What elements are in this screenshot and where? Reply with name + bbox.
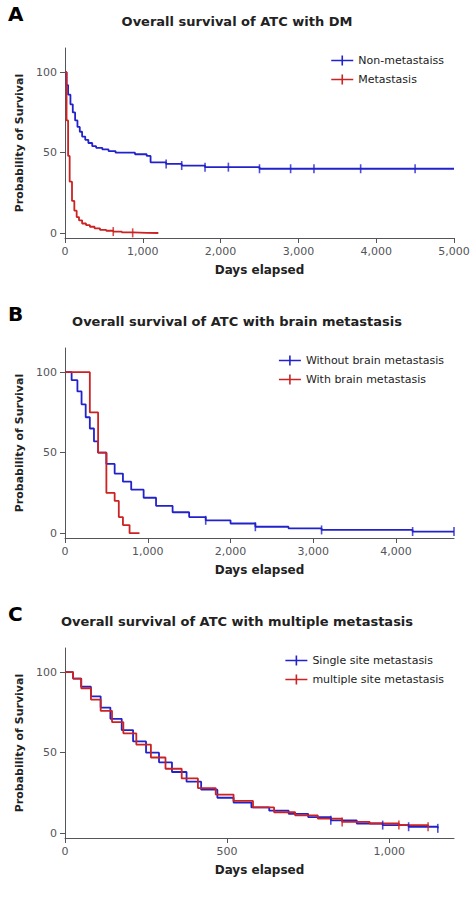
svg-text:1,000: 1,000 (373, 845, 405, 858)
svg-text:Metastasis: Metastasis (358, 73, 417, 86)
svg-text:Probability of Survival: Probability of Survival (13, 74, 26, 212)
svg-text:Non-metastaiss: Non-metastaiss (358, 54, 444, 67)
svg-text:500: 500 (217, 845, 238, 858)
svg-text:50: 50 (43, 746, 57, 759)
svg-text:1,000: 1,000 (132, 545, 164, 558)
svg-text:Overall survival of ATC with b: Overall survival of ATC with brain metas… (72, 314, 402, 329)
svg-text:1,000: 1,000 (127, 245, 159, 258)
svg-text:Probability of Survival: Probability of Survival (13, 374, 26, 512)
svg-text:100: 100 (36, 666, 57, 679)
svg-text:Days elapsed: Days elapsed (215, 263, 305, 277)
svg-text:4,000: 4,000 (380, 545, 412, 558)
svg-text:50: 50 (43, 146, 57, 159)
svg-text:0: 0 (50, 527, 57, 540)
svg-text:2,000: 2,000 (205, 245, 237, 258)
svg-text:Overall survival of ATC with m: Overall survival of ATC with multiple me… (61, 614, 413, 629)
svg-text:50: 50 (43, 446, 57, 459)
svg-text:Without brain metastasis: Without brain metastasis (306, 354, 444, 367)
svg-text:Days elapsed: Days elapsed (215, 863, 305, 877)
svg-text:Overall survival of ATC with D: Overall survival of ATC with DM (122, 14, 353, 29)
svg-text:0: 0 (62, 545, 69, 558)
svg-text:0: 0 (50, 827, 57, 840)
svg-text:Days elapsed: Days elapsed (215, 563, 305, 577)
svg-text:2,000: 2,000 (215, 545, 247, 558)
svg-text:0: 0 (62, 245, 69, 258)
svg-text:100: 100 (36, 66, 57, 79)
svg-text:5,000: 5,000 (438, 245, 470, 258)
svg-text:Single site metastasis: Single site metastasis (312, 654, 433, 667)
svg-text:0: 0 (62, 845, 69, 858)
svg-text:B: B (8, 302, 23, 326)
svg-text:C: C (8, 602, 23, 626)
svg-text:Probability of Survival: Probability of Survival (13, 674, 26, 812)
svg-text:0: 0 (50, 227, 57, 240)
svg-text:A: A (8, 2, 24, 26)
svg-text:3,000: 3,000 (298, 545, 330, 558)
svg-text:3,000: 3,000 (283, 245, 315, 258)
svg-text:multiple site metastasis: multiple site metastasis (312, 673, 444, 686)
svg-text:100: 100 (36, 366, 57, 379)
svg-text:4,000: 4,000 (360, 245, 392, 258)
svg-text:With brain metastasis: With brain metastasis (306, 373, 426, 386)
